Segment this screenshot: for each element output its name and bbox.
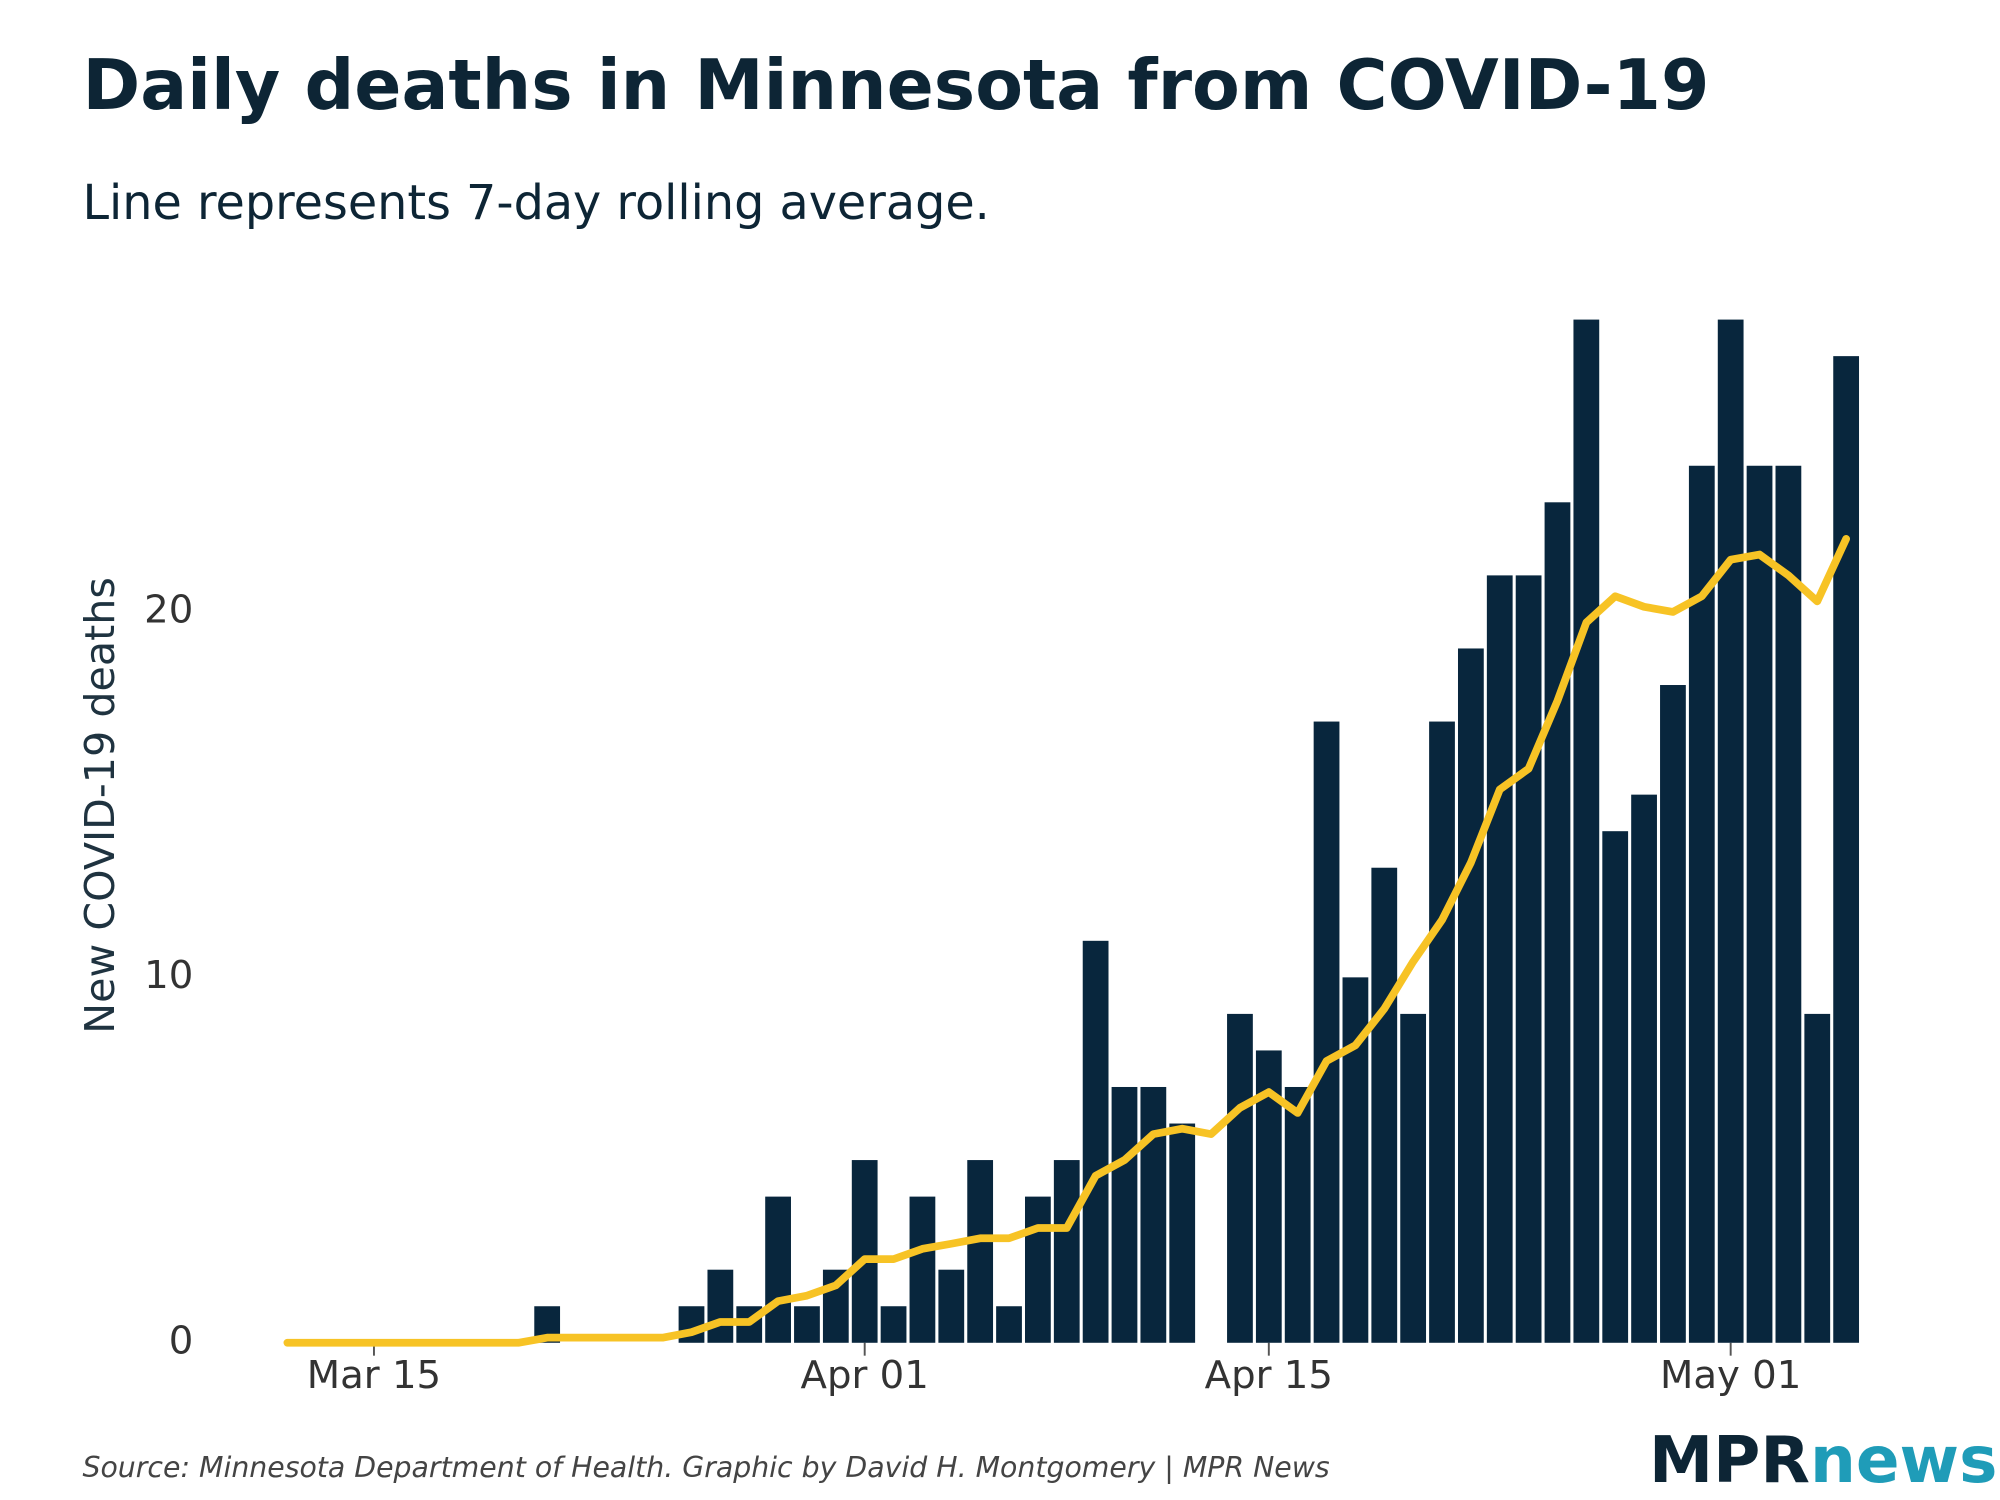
x-tick-label: Apr 15 (1205, 1353, 1333, 1398)
bar (1544, 502, 1571, 1343)
bar (1457, 648, 1484, 1343)
bar (1169, 1123, 1196, 1343)
logo: MPRnews (1649, 1422, 1997, 1497)
logo-mpr: MPR (1649, 1422, 1810, 1497)
bar (1486, 575, 1513, 1343)
bar (967, 1160, 994, 1343)
rolling-average-line (283, 534, 1850, 1347)
bar (1284, 1086, 1311, 1343)
chart-title: Daily deaths in Minnesota from COVID-19 (82, 45, 1709, 126)
bar (1717, 319, 1744, 1343)
bar (1746, 465, 1773, 1343)
bar (1140, 1086, 1167, 1343)
x-tick-label: Apr 01 (801, 1353, 929, 1398)
logo-news: news (1810, 1422, 1997, 1497)
bar (1688, 465, 1715, 1343)
bar (1660, 685, 1686, 1343)
bar (765, 1196, 791, 1343)
bar (1082, 940, 1109, 1343)
bar (996, 1306, 1022, 1343)
bar (1775, 465, 1802, 1343)
bar (938, 1269, 965, 1343)
bar (1515, 575, 1542, 1343)
y-tick-label: 20 (144, 587, 193, 632)
bar (1631, 794, 1657, 1343)
x-tick-label: Mar 15 (307, 1353, 441, 1398)
bar (707, 1269, 734, 1343)
bar (1429, 721, 1455, 1343)
bar (1573, 319, 1600, 1343)
bar (1602, 831, 1629, 1343)
bar (1804, 1013, 1831, 1343)
y-axis-title: New COVID-19 deaths (76, 577, 124, 1034)
bar (1227, 1013, 1253, 1343)
bar (1400, 1013, 1427, 1343)
bar (880, 1306, 907, 1343)
y-tick-label: 10 (144, 953, 193, 998)
bar (851, 1160, 878, 1343)
x-tick-label: May 01 (1660, 1353, 1801, 1398)
chart-subtitle: Line represents 7-day rolling average. (82, 176, 989, 231)
bar (1371, 867, 1398, 1343)
bar (794, 1306, 820, 1343)
bar (1053, 1160, 1080, 1343)
y-tick-label: 0 (169, 1318, 194, 1363)
source: Source: Minnesota Department of Health. … (82, 1451, 1329, 1484)
bar (1833, 356, 1860, 1343)
bar (1313, 721, 1340, 1343)
bar (1025, 1196, 1051, 1343)
bar (909, 1196, 936, 1343)
bar (1111, 1086, 1138, 1343)
